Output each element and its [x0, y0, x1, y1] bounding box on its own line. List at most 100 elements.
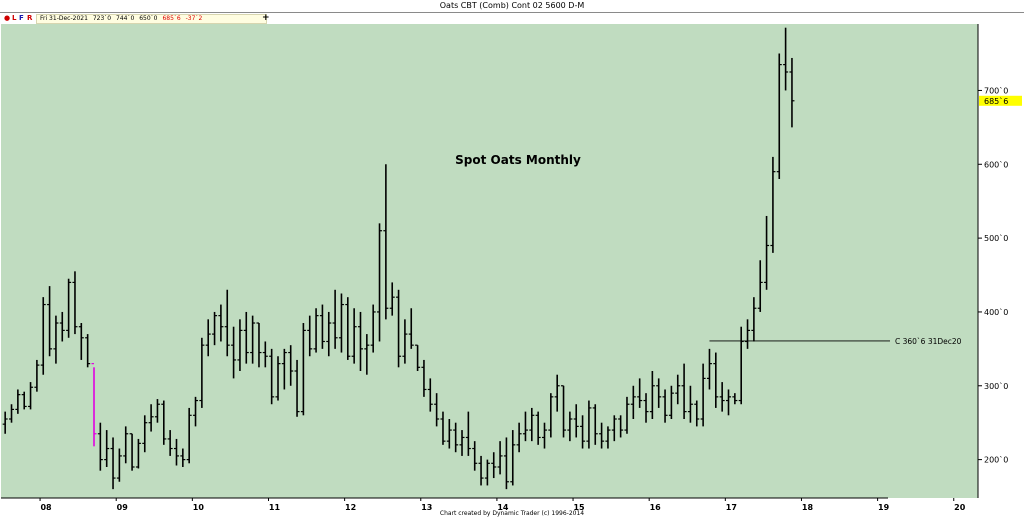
ohlc-bar — [789, 57, 795, 128]
ohlc-bar — [250, 315, 256, 364]
ohlc-bar — [751, 297, 757, 342]
ohlc-bar — [34, 359, 40, 392]
add-button[interactable]: + — [262, 13, 270, 23]
ohlc-bar — [91, 363, 97, 447]
ohlc-bar — [586, 400, 592, 449]
ohlc-bar — [757, 260, 763, 312]
ohlc-bar — [193, 396, 199, 427]
ohlc-bar — [28, 382, 34, 410]
ohlc-bar — [281, 348, 287, 390]
ohlc-bar — [288, 345, 294, 386]
ohlc-bar — [135, 438, 141, 469]
ohlc-bar — [541, 422, 547, 449]
ohlc-bar — [78, 323, 84, 360]
ohlc-bar — [465, 411, 471, 456]
x-tick-label: 11 — [269, 503, 281, 510]
ohlc-bar — [605, 426, 611, 449]
ohlc-bar — [47, 286, 53, 357]
ohlc-bar — [180, 448, 186, 467]
ohlc-bar — [624, 396, 630, 434]
chart-credit: Chart created by Dynamic Trader (c) 1996… — [439, 510, 585, 517]
ohlc-bar — [668, 385, 674, 419]
ohlc-bar — [294, 359, 300, 417]
ohlc-bar — [231, 326, 237, 379]
ohlc-bar — [154, 399, 160, 423]
ohlc-bar — [478, 455, 484, 486]
ohlc-bar — [129, 433, 135, 471]
y-tick-label: 400`0 — [984, 307, 1008, 317]
ohlc-bar — [764, 215, 770, 290]
ohlc-bar — [59, 311, 65, 342]
ohlc-bar — [738, 326, 744, 405]
record-button[interactable]: ● — [4, 14, 11, 22]
x-tick-label: 17 — [726, 503, 737, 510]
ohlc-bar — [516, 422, 522, 453]
ohlc-bar — [212, 311, 218, 346]
ohlc-bar — [224, 289, 230, 357]
r-button[interactable]: R — [27, 14, 33, 22]
ohlc-bar — [700, 363, 706, 427]
ohlc-bar — [643, 393, 649, 423]
ohlc-bar — [237, 319, 243, 372]
y-tick-label: 300`0 — [984, 381, 1008, 391]
ohlc-bar — [110, 437, 116, 490]
ohlc-bar — [611, 415, 617, 442]
x-tick-label: 18 — [802, 503, 814, 510]
ohlc-bar — [377, 223, 383, 342]
ohlc-bar — [630, 385, 636, 419]
x-tick-label: 19 — [878, 503, 890, 510]
info-low: 650`0 — [139, 15, 158, 22]
ohlc-bar — [161, 400, 167, 445]
ohlc-bar — [719, 382, 725, 412]
x-tick-label: 15 — [573, 503, 585, 510]
ohlc-bar — [307, 315, 313, 357]
ohlc-bar — [726, 389, 732, 416]
ohlc-bar — [459, 430, 465, 456]
l-button[interactable]: L — [12, 14, 17, 22]
info-change: -37`2 — [185, 15, 203, 22]
ohlc-bar — [199, 337, 205, 408]
ohlc-bar — [446, 419, 452, 449]
ohlc-bar — [408, 308, 414, 349]
ohlc-bar — [649, 371, 655, 419]
y-tick-label: 700`0 — [984, 85, 1008, 95]
ohlc-bar — [675, 374, 681, 405]
ohlc-bar — [529, 407, 535, 442]
ohlc-bar — [440, 411, 446, 445]
ohlc-bar — [186, 407, 192, 464]
ohlc-bar — [364, 334, 370, 375]
x-tick-label: 08 — [40, 503, 52, 510]
ohlc-bar — [427, 378, 433, 412]
ohlc-bar — [580, 415, 586, 449]
toolbar: ● L F R Fri 31-Dec-2021 723`0 744`0 650`… — [0, 13, 1024, 24]
ohlc-bar — [421, 359, 427, 397]
ohlc-bar — [218, 304, 224, 342]
y-tick-label: 500`0 — [984, 233, 1008, 243]
x-tick-label: 20 — [954, 503, 966, 510]
ohlc-bar — [681, 363, 687, 419]
ohlc-bar — [618, 415, 624, 438]
ohlc-bar — [21, 391, 27, 410]
f-button[interactable]: F — [19, 14, 24, 22]
ohlc-bar — [40, 297, 46, 375]
ohlc-bar — [351, 308, 357, 364]
ohlc-bar — [53, 315, 59, 364]
info-date: Fri 31-Dec-2021 — [40, 15, 88, 22]
y-tick-label: 200`0 — [984, 455, 1008, 465]
ohlc-bar — [662, 389, 668, 423]
ohlc-bar — [687, 385, 693, 423]
chart-title: Spot Oats Monthly — [455, 153, 581, 167]
ohlc-bar — [434, 393, 440, 427]
current-price-label: 685`6 — [984, 96, 1008, 106]
x-tick-label: 14 — [497, 503, 509, 510]
ohlc-bar — [243, 311, 249, 364]
ohlc-bar — [9, 404, 15, 423]
ohlc-bar — [484, 459, 490, 486]
ohlc-bar — [383, 164, 389, 320]
info-open: 723`0 — [92, 15, 112, 22]
ohlc-bar — [66, 278, 72, 338]
ohlc-bar — [205, 319, 211, 357]
ohlc-bar — [402, 319, 408, 364]
ohlc-bar — [275, 356, 281, 401]
ohlc-bar — [97, 422, 103, 471]
